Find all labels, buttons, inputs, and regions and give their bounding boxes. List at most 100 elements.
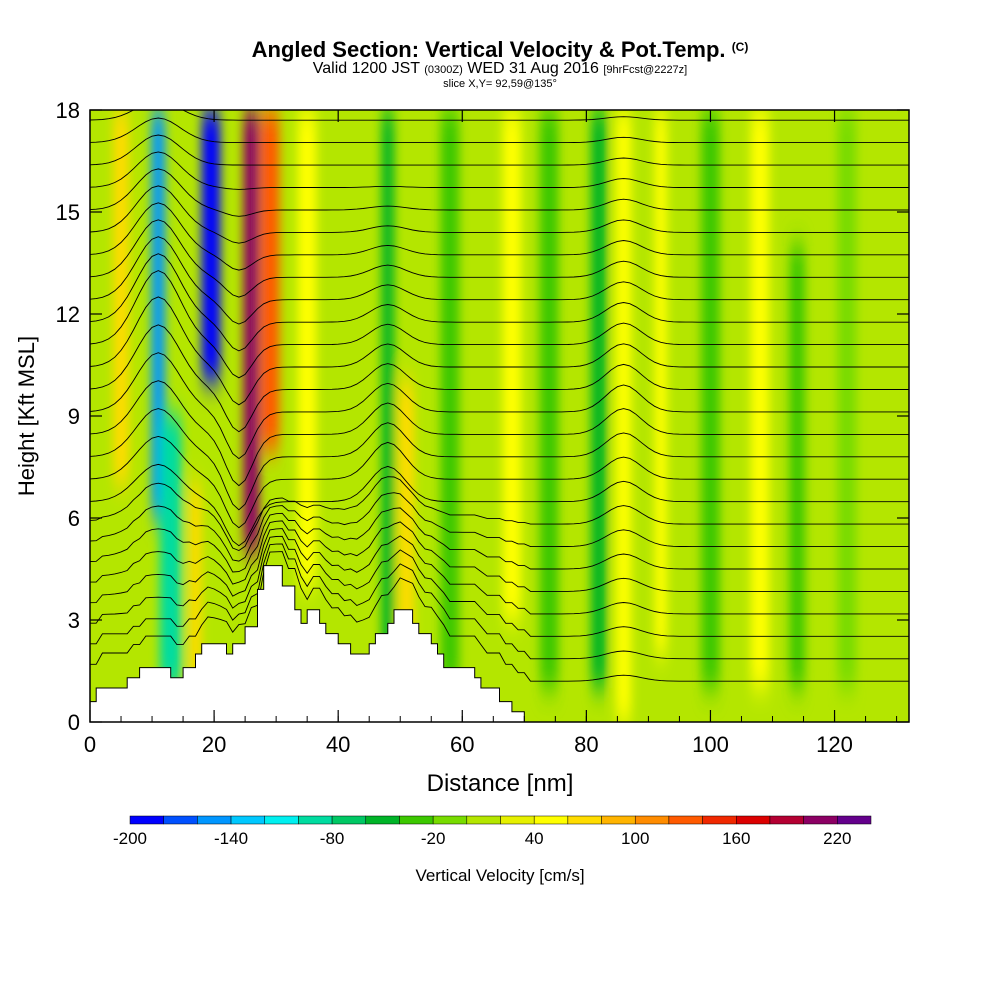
colorbar-tick-label: 40 bbox=[525, 829, 544, 848]
velocity-band bbox=[189, 484, 202, 688]
colorbar-swatch bbox=[365, 815, 400, 825]
velocity-field bbox=[90, 110, 909, 722]
colorbar-swatch bbox=[769, 815, 804, 825]
colorbar-swatch bbox=[736, 815, 771, 825]
velocity-band bbox=[113, 110, 129, 484]
velocity-band bbox=[615, 110, 632, 722]
isentrope-contours bbox=[90, 110, 909, 682]
colorbar-swatch bbox=[399, 815, 434, 825]
isentrope-line bbox=[90, 408, 909, 511]
y-tick-label: 3 bbox=[68, 608, 80, 633]
x-tick-label: 100 bbox=[692, 732, 729, 757]
isentrope-line bbox=[90, 134, 909, 166]
isentrope-line bbox=[90, 535, 909, 637]
colorbar-swatch bbox=[500, 815, 535, 825]
chart-slice-label: slice X,Y= 92,59@135° bbox=[443, 78, 557, 90]
axes: 0 20 40 60 80 100 120 0 3 6 9 12 15 18 bbox=[56, 98, 909, 757]
colorbar-tick-label: -140 bbox=[214, 829, 248, 848]
x-tick-label: 40 bbox=[326, 732, 350, 757]
colorbar-tick-label: -200 bbox=[113, 829, 147, 848]
velocity-band bbox=[789, 246, 806, 688]
velocity-band bbox=[201, 110, 221, 382]
colorbar-swatch bbox=[197, 815, 232, 825]
colorbar-swatch bbox=[601, 815, 636, 825]
colorbar-swatch bbox=[264, 815, 299, 825]
velocity-band bbox=[654, 110, 668, 654]
colorbar-swatch bbox=[533, 815, 569, 825]
colorbar-tick-label: 220 bbox=[823, 829, 851, 848]
isentrope-line bbox=[90, 436, 909, 529]
velocity-band bbox=[701, 110, 720, 688]
isentrope-line bbox=[90, 476, 909, 552]
colorbar-swatch bbox=[163, 815, 198, 825]
y-tick-label: 15 bbox=[56, 200, 80, 225]
colorbar-swatch bbox=[298, 815, 333, 825]
isentrope-line bbox=[90, 253, 909, 352]
isentrope-line bbox=[90, 236, 909, 325]
isentrope-line bbox=[90, 352, 909, 460]
y-tick-label: 12 bbox=[56, 302, 80, 327]
x-tick-label: 20 bbox=[202, 732, 226, 757]
y-tick-label: 6 bbox=[68, 506, 80, 531]
isentrope-line bbox=[90, 270, 909, 379]
isentrope-line bbox=[90, 463, 909, 547]
isentrope-line bbox=[90, 507, 909, 573]
x-tick-label: 80 bbox=[574, 732, 598, 757]
colorbar-tick-label: 160 bbox=[722, 829, 750, 848]
isentrope-line bbox=[90, 324, 909, 433]
x-axis-label: Distance [nm] bbox=[427, 770, 574, 797]
colorbar-swatch bbox=[432, 815, 468, 825]
colorbar-swatch bbox=[466, 815, 501, 825]
x-tick-label: 60 bbox=[450, 732, 474, 757]
colorbar-label: Vertical Velocity [cm/s] bbox=[415, 866, 584, 885]
isentrope-line bbox=[90, 168, 909, 217]
velocity-band bbox=[159, 416, 182, 688]
isentrope-line bbox=[90, 202, 909, 271]
velocity-band bbox=[398, 382, 415, 654]
velocity-band bbox=[260, 110, 280, 450]
isentrope-line bbox=[90, 185, 909, 244]
terrain-shape bbox=[90, 565, 525, 722]
velocity-band bbox=[750, 110, 770, 688]
isentrope-line bbox=[90, 551, 909, 682]
isentrope-line bbox=[90, 380, 909, 487]
chart-subtitle: Valid 1200 JST (0300Z) WED 31 Aug 2016 [… bbox=[312, 60, 688, 77]
y-tick-label: 18 bbox=[56, 98, 80, 123]
colorbar-tick-label: -20 bbox=[421, 829, 446, 848]
colorbar-swatch bbox=[702, 815, 737, 825]
y-axis-label: Height [Kft MSL] bbox=[14, 336, 39, 496]
velocity-band bbox=[502, 110, 522, 620]
x-tick-label: 120 bbox=[816, 732, 853, 757]
velocity-band bbox=[243, 110, 260, 552]
colorbar-swatch bbox=[837, 815, 872, 825]
chart-title: Angled Section: Vertical Velocity & Pot.… bbox=[251, 37, 749, 62]
isentrope-line bbox=[90, 151, 909, 190]
velocity-band bbox=[297, 110, 317, 586]
x-tick-label: 0 bbox=[84, 732, 96, 757]
velocity-band bbox=[381, 110, 395, 688]
colorbar-tick-label: 100 bbox=[621, 829, 649, 848]
isentrope-line bbox=[90, 543, 909, 660]
colorbar-swatch bbox=[331, 815, 367, 825]
isentrope-line bbox=[90, 528, 909, 615]
colorbar-swatch bbox=[567, 815, 602, 825]
colorbar: -200 -140 -80 -20 40 100 160 220 bbox=[113, 815, 872, 848]
isentrope-line bbox=[90, 296, 909, 406]
isentrope-line bbox=[90, 117, 909, 144]
colorbar-swatch bbox=[803, 815, 838, 825]
isentrope-line bbox=[90, 110, 909, 121]
colorbar-tick-label: -80 bbox=[320, 829, 345, 848]
velocity-band bbox=[837, 110, 857, 688]
colorbar-swatch bbox=[634, 815, 670, 825]
isentrope-line bbox=[90, 492, 909, 562]
colorbar-swatch bbox=[668, 815, 703, 825]
isentrope-line bbox=[90, 219, 909, 298]
chart-title-block: Angled Section: Vertical Velocity & Pot.… bbox=[0, 36, 1000, 91]
isentrope-line bbox=[90, 520, 909, 592]
y-tick-label: 9 bbox=[68, 404, 80, 429]
terrain bbox=[90, 565, 525, 722]
colorbar-swatch bbox=[129, 815, 164, 825]
velocity-band bbox=[591, 110, 607, 688]
velocity-band bbox=[539, 110, 559, 688]
